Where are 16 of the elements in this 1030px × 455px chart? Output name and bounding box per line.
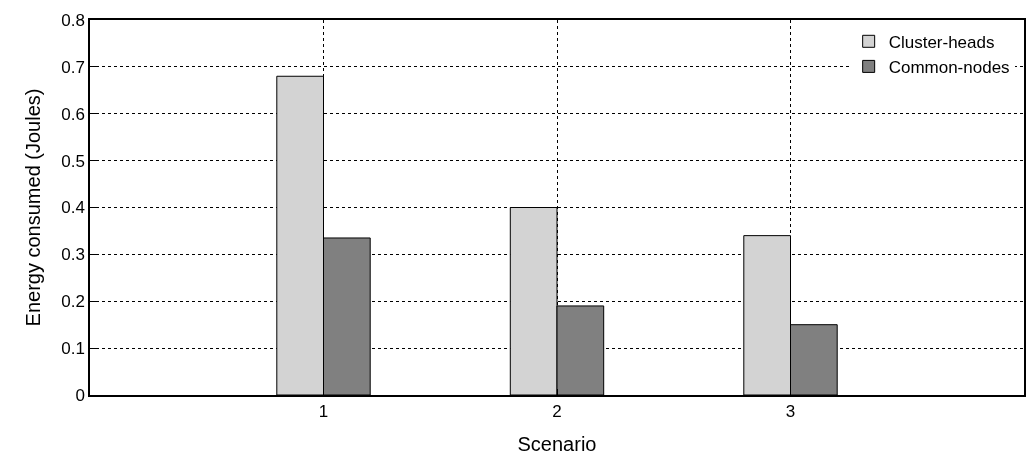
y-tick-label: 0.5 (61, 151, 85, 171)
legend-label: Cluster-heads (888, 32, 995, 52)
y-tick-label: 0.3 (61, 245, 85, 265)
y-tick-label: 0.2 (61, 292, 85, 312)
y-tick-label: 0.7 (61, 57, 85, 77)
x-tick-label: 3 (785, 402, 796, 422)
x-tick-label: 2 (552, 402, 562, 422)
x-axis-title: Scenario (517, 433, 597, 455)
y-tick-label: 0.6 (61, 104, 85, 124)
y-tick-label: 0.1 (61, 339, 85, 359)
y-tick-label: 0.4 (61, 198, 85, 218)
y-axis-title: Energy consumed (Joules) (21, 88, 44, 327)
x-tick-label: 1 (318, 402, 329, 422)
legend-label: Common-nodes (888, 58, 1010, 78)
y-tick-label: 0.8 (61, 10, 85, 30)
y-tick-label: 0 (75, 385, 85, 405)
